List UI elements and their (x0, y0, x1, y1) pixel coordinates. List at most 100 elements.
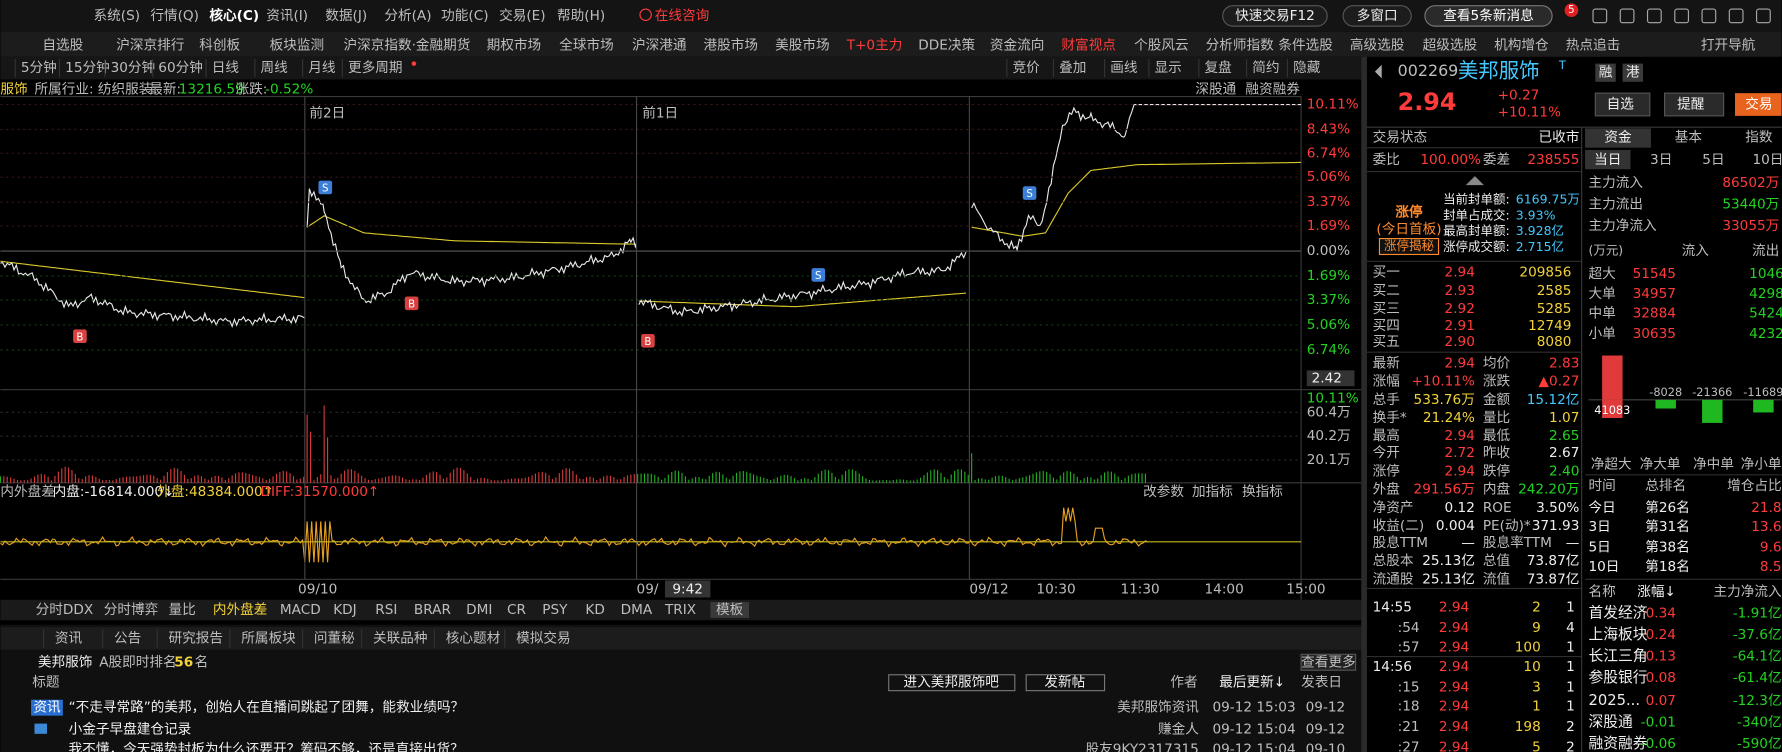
period-tab[interactable]: 5日 (1702, 152, 1724, 168)
menu-item[interactable]: 系统(S) (94, 8, 141, 24)
limit-reveal[interactable]: 涨停揭秘 (1384, 238, 1434, 253)
nav-item[interactable]: 全球市场 (559, 36, 614, 53)
post-button[interactable] (1025, 674, 1106, 692)
nav-item[interactable]: DDE决策 (918, 36, 975, 53)
nav-item[interactable]: 科创板 (199, 37, 240, 53)
nav-item[interactable]: 个股风云 (1134, 37, 1189, 53)
toolbar-icon[interactable] (1646, 8, 1662, 24)
nav-item[interactable]: 资金流向 (990, 37, 1044, 53)
indicator-action[interactable]: 改参数 (1143, 483, 1184, 500)
tool-button[interactable]: 叠加 (1059, 60, 1086, 76)
nav-item[interactable]: 港股市场 (704, 36, 759, 53)
indicator-action[interactable]: 换指标 (1242, 483, 1283, 500)
news-title[interactable]: 小金子早盘建仓记录 (69, 720, 192, 737)
nav-item[interactable]: 自选股 (42, 37, 83, 53)
tool-button[interactable]: 隐藏 (1293, 60, 1321, 76)
nav-item[interactable]: 沪深港通 (632, 37, 687, 53)
toolbar-icon[interactable] (1674, 8, 1690, 24)
trade-button[interactable]: 交易 (1745, 96, 1772, 113)
nav-item[interactable]: 条件选股 (1278, 36, 1333, 53)
sector-name[interactable]: 首发经济 (1588, 604, 1647, 621)
nav-item[interactable]: 热点追击 (1566, 37, 1621, 53)
enter-forum-button[interactable]: 进入美邦服饰吧 (904, 675, 1000, 691)
indicator-tab[interactable]: DMI (466, 602, 492, 618)
period-tab[interactable]: 3日 (1650, 152, 1672, 168)
menu-item[interactable]: 核心(C) (209, 7, 259, 24)
enter-forum-button[interactable] (888, 674, 1016, 692)
nav-item[interactable]: 沪深京指数·金融期货 (343, 36, 470, 53)
news-title[interactable]: “不走寻常路”的美邦，创始人在直播间跳起了团舞，能救业绩吗？ (69, 700, 465, 716)
nav-item[interactable]: 板块监测 (270, 37, 325, 53)
toolbar-icon[interactable] (1728, 8, 1744, 24)
news-tab[interactable]: 资讯 (55, 630, 83, 646)
watchlist-button[interactable]: 自选 (1607, 97, 1635, 113)
multi-window-button[interactable] (1342, 5, 1412, 27)
trade-button[interactable] (1735, 93, 1782, 116)
alert-button[interactable]: 提醒 (1677, 97, 1705, 113)
sector-name[interactable]: 上海板块 (1588, 625, 1647, 643)
indicator-tab[interactable]: KD (585, 602, 604, 618)
news-tab[interactable]: 问董秘 (314, 630, 355, 646)
consult-link[interactable]: 在线咨询 (655, 8, 710, 24)
indicator-tab[interactable]: PSY (542, 602, 568, 618)
indicator-action[interactable]: 加指标 (1192, 484, 1233, 500)
period-button[interactable]: 30分钟 (111, 59, 156, 76)
tool-button[interactable]: 复盘 (1205, 59, 1233, 76)
indicator-tab[interactable]: 内外盘差 (213, 601, 268, 618)
period-button[interactable]: 周线 (261, 60, 289, 76)
toolbar-icon[interactable] (1619, 8, 1635, 24)
post-button[interactable]: 发新帖 (1044, 675, 1085, 691)
tool-button[interactable]: 竞价 (1013, 59, 1041, 76)
tool-button[interactable]: 简约 (1252, 59, 1279, 76)
news-tab[interactable]: 核心题材 (446, 630, 501, 646)
quick-trade-button[interactable] (1222, 5, 1328, 27)
news-tab[interactable]: 关联品种 (373, 630, 428, 646)
indicator-tab[interactable]: MACD (280, 602, 321, 618)
news-tab[interactable]: 所属板块 (241, 630, 296, 646)
nav-item[interactable]: 打开导航 (1701, 36, 1756, 53)
nav-item[interactable]: 财富视点 (1061, 36, 1116, 53)
news-title[interactable]: 我不懂，今天强势封板为什么还要开？筹码不够，还是直接出货？ (69, 741, 464, 752)
indicator-tab[interactable]: BRAR (414, 602, 452, 618)
more-button[interactable] (1300, 653, 1357, 671)
tag[interactable]: 深股通 (1195, 82, 1236, 98)
tag[interactable]: 融资融券 (1245, 82, 1300, 98)
tool-button[interactable]: 画线 (1110, 60, 1138, 76)
indicator-tab[interactable]: 量比 (169, 602, 196, 618)
tool-button[interactable]: 显示 (1155, 60, 1182, 76)
period-button[interactable]: 5分钟 (21, 59, 57, 76)
limit-reveal[interactable] (1378, 237, 1440, 256)
nav-item[interactable]: 高级选股 (1350, 36, 1405, 53)
period-button[interactable]: 日线 (212, 60, 240, 76)
sector-name[interactable]: 融资融券 (1588, 735, 1647, 752)
sector-name[interactable]: 参股银行 (1588, 669, 1647, 686)
multi-window-button[interactable]: 多窗口 (1357, 7, 1398, 24)
nav-item[interactable]: 沪深京排行 (116, 37, 184, 53)
menu-item[interactable]: 资讯(I) (266, 8, 308, 24)
toolbar-icon[interactable] (1592, 8, 1608, 24)
nav-item[interactable]: T+0主力 (846, 37, 903, 53)
menu-item[interactable]: 数据(J) (325, 8, 367, 24)
period-tab[interactable]: 10日 (1752, 152, 1782, 168)
sector-name[interactable]: 深股通 (1588, 713, 1633, 730)
indicator-tab[interactable]: DMA (621, 602, 653, 618)
alert-button[interactable] (1664, 92, 1725, 117)
nav-item[interactable]: 超级选股 (1423, 37, 1478, 53)
menu-item[interactable]: 行情(Q) (150, 8, 199, 24)
more-button[interactable]: 查看更多 (1301, 653, 1356, 670)
fund-tab[interactable]: 资金 (1604, 129, 1632, 145)
news-tab[interactable]: 模拟交易 (516, 629, 571, 646)
period-tab[interactable]: 当日 (1594, 152, 1621, 168)
menu-item[interactable]: 分析(A) (384, 8, 431, 24)
period-button[interactable]: 月线 (308, 60, 336, 76)
nav-item[interactable]: 美股市场 (775, 36, 830, 53)
nav-item[interactable]: 期权市场 (487, 36, 541, 53)
indicator-tab[interactable]: TRIX (664, 602, 696, 618)
menu-item[interactable]: 功能(C) (441, 8, 488, 24)
menu-item[interactable]: 交易(E) (499, 7, 545, 24)
period-button[interactable]: 更多周期 (348, 59, 403, 76)
menu-item[interactable]: 帮助(H) (557, 8, 605, 24)
fund-tab[interactable]: 指数 (1745, 129, 1773, 145)
messages-button[interactable]: 查看5条新消息 (1443, 7, 1533, 24)
nav-item[interactable]: 分析师指数 (1206, 37, 1274, 53)
